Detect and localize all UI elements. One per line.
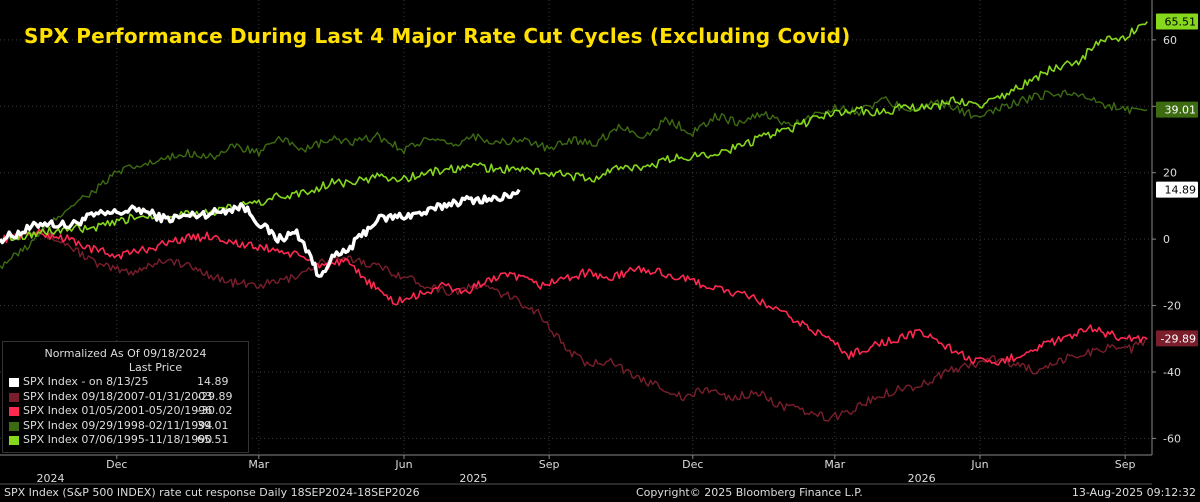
legend-value: -30.02 xyxy=(197,404,233,417)
x-tick-label: Jun xyxy=(394,458,412,471)
legend-label: SPX Index 09/18/2007-01/31/2003 xyxy=(23,389,213,403)
legend-value: 14.89 xyxy=(197,375,229,388)
x-year-label: 2025 xyxy=(459,472,487,485)
chart-title: SPX Performance During Last 4 Major Rate… xyxy=(24,24,851,48)
legend-header: Normalized As Of 09/18/2024 xyxy=(44,347,207,360)
x-tick-label: Sep xyxy=(539,458,560,471)
legend-label: SPX Index 01/05/2001-05/20/1996 xyxy=(23,404,213,417)
y-tick-label: 0 xyxy=(1163,233,1170,246)
legend-value: 39.01 xyxy=(197,418,229,432)
legend-entry: SPX Index - on 8/13/25 14.89 xyxy=(3,375,248,390)
legend-entry: SPX Index 01/05/2001-05/20/1996 -30.02 xyxy=(3,404,248,419)
y-tick-label: 60 xyxy=(1163,34,1177,47)
series-line xyxy=(0,228,1148,366)
footer-description: SPX Index (S&P 500 INDEX) rate cut respo… xyxy=(4,486,420,499)
value-tag xyxy=(1156,101,1198,118)
y-tick-label: 20 xyxy=(1163,167,1177,180)
y-tick-label: -20 xyxy=(1163,300,1181,313)
legend: Normalized As Of 09/18/2024 Last Price S… xyxy=(2,341,249,453)
value-tag xyxy=(1156,13,1198,30)
footer-timestamp: 13-Aug-2025 09:12:32 xyxy=(1071,486,1196,499)
value-tag-label: 14.89 xyxy=(1165,184,1197,197)
x-tick-label: Mar xyxy=(824,458,845,471)
legend-swatch xyxy=(9,436,19,445)
x-tick-label: Dec xyxy=(682,458,703,471)
legend-entry: SPX Index 07/06/1995-11/18/1990 65.51 xyxy=(3,433,248,448)
series-line xyxy=(0,228,1148,422)
legend-value: 65.51 xyxy=(197,433,229,446)
footer-copyright: Copyright© 2025 Bloomberg Finance L.P. xyxy=(636,486,863,499)
legend-swatch xyxy=(9,421,19,431)
value-tag xyxy=(1156,330,1198,347)
series-line xyxy=(0,89,1148,270)
x-year-label: 2026 xyxy=(908,472,936,485)
x-year-label: 2024 xyxy=(36,472,64,485)
y-tick-label: -60 xyxy=(1163,432,1181,445)
legend-value: -29.89 xyxy=(197,389,233,403)
legend-entry: SPX Index 09/18/2007-01/31/2003 -29.89 xyxy=(3,390,248,405)
legend-swatch xyxy=(9,392,19,402)
series-line xyxy=(0,188,521,278)
value-tag-label: 65.51 xyxy=(1165,16,1197,29)
legend-label: SPX Index 09/29/1998-02/11/1994 xyxy=(23,418,213,432)
x-tick-label: Sep xyxy=(1115,458,1136,471)
value-tag xyxy=(1156,181,1198,198)
x-tick-label: Jun xyxy=(970,458,988,471)
legend-swatch xyxy=(9,378,19,387)
x-tick-label: Dec xyxy=(106,458,127,471)
series-line xyxy=(0,21,1148,244)
legend-subheader: Last Price xyxy=(128,361,183,374)
value-tag-label: -29.89 xyxy=(1161,332,1196,345)
legend-entry: SPX Index 09/29/1998-02/11/1994 39.01 xyxy=(3,419,248,434)
value-tag-label: 39.01 xyxy=(1165,104,1197,117)
legend-swatch xyxy=(9,407,19,416)
x-tick-label: Mar xyxy=(248,458,269,471)
y-tick-label: -40 xyxy=(1163,366,1181,379)
legend-label: SPX Index - on 8/13/25 xyxy=(23,375,149,388)
legend-label: SPX Index 07/06/1995-11/18/1990 xyxy=(23,433,213,446)
